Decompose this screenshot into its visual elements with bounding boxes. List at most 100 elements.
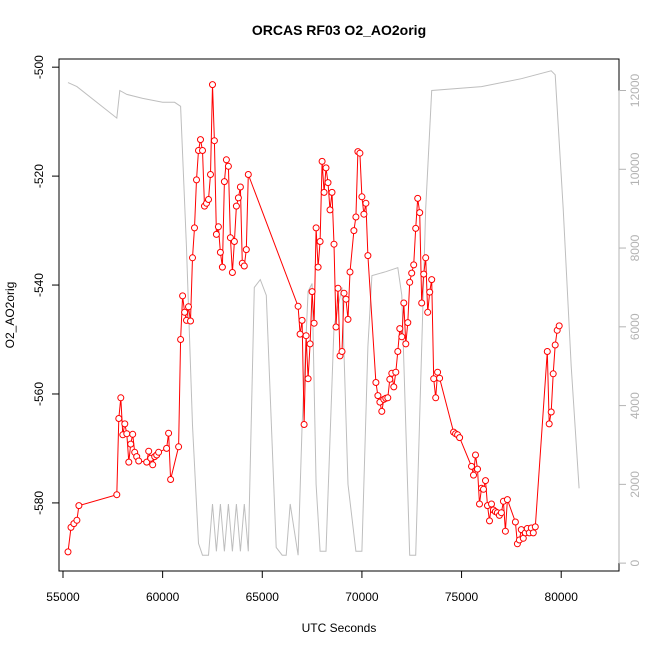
y-tick-label: -520 [32,164,46,188]
o2-data-point [338,348,346,355]
o2-data-point [545,420,553,428]
o2-data-point [501,527,509,535]
o2-data-point [418,299,426,307]
o2-data-point [232,202,240,210]
o2-data-point [426,288,434,296]
o2-data-point [350,227,358,235]
o2-data-point [228,269,236,276]
y-tick-label: -500 [32,55,46,79]
o2-data-point [322,164,330,172]
o2-data-point [436,374,444,382]
o2-data-point [187,317,194,325]
x-tick-label: 55000 [46,590,80,604]
o2-data-point [334,284,342,292]
o2-data-point [358,193,366,201]
o2-data-point [434,368,442,376]
o2-data-point [197,136,204,144]
o2-data-point [474,465,481,473]
o2-data-point [314,263,322,271]
y2-tick-label: 0 [628,559,642,566]
o2-data-point [420,270,428,278]
o2-data-point [230,238,238,245]
x-tick-label: 60000 [146,590,180,604]
y-tick-label: -540 [32,273,46,297]
o2-data-point [551,341,559,349]
x-axis: 55000 60000 65000 70000 75000 80000 [46,570,578,604]
o2-data-point [529,529,537,537]
o2-data-point [129,430,137,438]
y-tick-label: -580 [32,491,46,515]
o2-data-point [145,447,153,455]
o2-data-point [242,246,250,254]
o2-data-point [304,375,312,383]
o2-data-point [302,332,310,340]
o2-data-point [234,194,242,202]
altitude-series-line [67,70,580,556]
o2-data-point [224,162,232,170]
altitude-series-group [67,70,580,556]
o2-data-point [210,137,218,145]
o2-data-point [392,368,400,376]
o2-data-point [511,518,519,526]
o2-data-point [220,178,228,186]
o2-data-point [75,502,83,510]
o2-data-point [165,429,173,437]
o2-data-point [300,421,308,428]
o2-data-point [64,548,72,556]
y2-tick-label: 4000 [628,392,642,419]
o2-data-point [330,240,338,248]
o2-data-point [404,319,412,327]
o2-data-point [472,451,479,459]
o2-data-point [240,262,248,270]
o2-data-point [360,210,368,218]
o2-data-point [402,340,410,348]
o2-data-point [362,199,370,207]
o2-data-point [123,430,131,438]
o2-data-point [342,295,350,303]
o2-data-point [486,517,493,525]
y2-tick-label: 12000 [628,73,642,107]
o2-data-point [364,252,372,260]
o2-data-point [372,379,380,386]
o2-data-point [73,516,81,524]
o2-data-point [414,194,422,202]
y2-tick-label: 8000 [628,234,642,261]
o2-data-point [428,276,436,284]
o2-data-point [298,316,306,324]
y-axis-left: -500 -520 -540 -560 -580 [32,55,60,515]
o2-data-point [155,448,163,456]
o2-data-point [214,223,222,231]
o2-data-point [328,188,336,196]
o2-data-point [163,444,171,452]
o2-data-point [497,509,505,517]
o2-data-point [175,443,183,451]
o2-data-point [113,491,121,499]
y2-tick-label: 2000 [628,471,642,498]
o2-data-point [308,288,316,296]
o2-data-point [212,230,220,238]
chart-title: ORCAS RF03 O2_AO2orig [252,22,426,38]
o2-data-point [410,261,418,269]
o2-data-point [390,383,398,391]
o2-data-point [193,176,200,184]
o2-data-point [191,224,198,232]
o2-data-point [549,370,557,378]
o2-data-point [199,147,206,154]
y-tick-label: -560 [32,382,46,406]
o2-data-point [236,183,244,191]
o2-data-point [346,268,354,276]
o2-data-point [384,394,392,402]
y2-tick-label: 6000 [628,313,642,340]
o2-data-point [408,269,416,277]
o2-data-point [115,415,123,422]
o2-data-point [179,292,187,300]
o2-data-point [306,340,314,348]
o2-data-point [488,500,495,508]
o2-data-point [480,485,487,493]
o2-data-point [398,333,406,341]
o2-series-group [64,81,563,556]
o2-data-point [374,392,382,400]
o2-data-point [394,348,402,355]
o2-data-point [218,263,226,271]
